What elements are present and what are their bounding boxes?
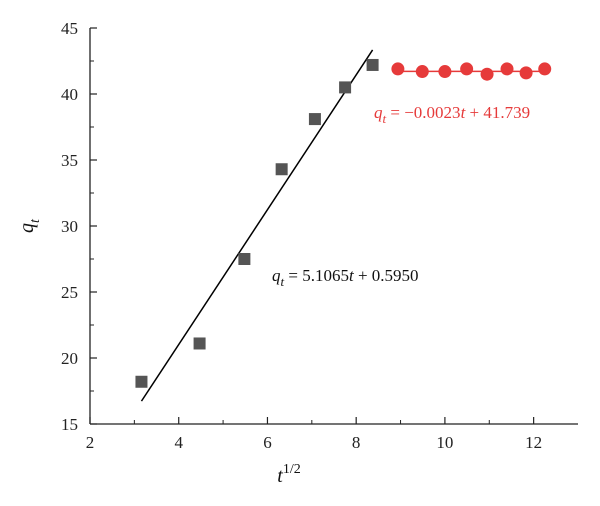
data-points xyxy=(135,58,552,388)
equation-label-2: qt = −0.0023t + 41.739 xyxy=(374,103,530,126)
circle-point xyxy=(500,62,514,76)
square-point xyxy=(135,375,148,388)
y-tick-label: 20 xyxy=(61,349,78,368)
circle-point xyxy=(538,62,552,76)
svg-text:qt: qt xyxy=(16,218,43,233)
circle-point xyxy=(391,62,405,76)
equation-label-1: qt = 5.1065t + 0.5950 xyxy=(272,266,419,289)
square-point xyxy=(275,163,288,176)
circle-point xyxy=(438,65,452,79)
y-axis-title: qt xyxy=(16,218,43,233)
square-point xyxy=(366,58,379,71)
y-tick-label: 35 xyxy=(61,151,78,170)
y-tick-label: 40 xyxy=(61,85,78,104)
x-tick-label: 8 xyxy=(352,433,361,452)
x-tick-label: 10 xyxy=(436,433,453,452)
square-point xyxy=(193,337,206,350)
circle-point xyxy=(480,67,494,81)
y-tick-label: 25 xyxy=(61,283,78,302)
x-tick-label: 2 xyxy=(86,433,95,452)
equation-labels: qt = 5.1065t + 0.5950 qt = −0.0023t + 41.… xyxy=(272,103,530,289)
square-point xyxy=(339,81,352,94)
y-tick-label: 30 xyxy=(61,217,78,236)
circle-point xyxy=(460,62,474,76)
axes: 2 4 6 8 10 12 15 20 25 30 35 40 45 t1/2 qt xyxy=(16,19,578,487)
square-point xyxy=(238,253,251,265)
fit-line-1 xyxy=(140,49,374,402)
circle-point xyxy=(519,66,533,80)
x-tick-label: 12 xyxy=(525,433,542,452)
circle-point xyxy=(415,65,429,79)
x-tick-label: 6 xyxy=(263,433,272,452)
x-tick-label: 4 xyxy=(174,433,183,452)
square-point xyxy=(308,113,321,126)
x-axis-title: t1/2 xyxy=(277,462,300,487)
y-tick-label: 45 xyxy=(61,19,78,38)
y-tick-label: 15 xyxy=(61,415,78,434)
